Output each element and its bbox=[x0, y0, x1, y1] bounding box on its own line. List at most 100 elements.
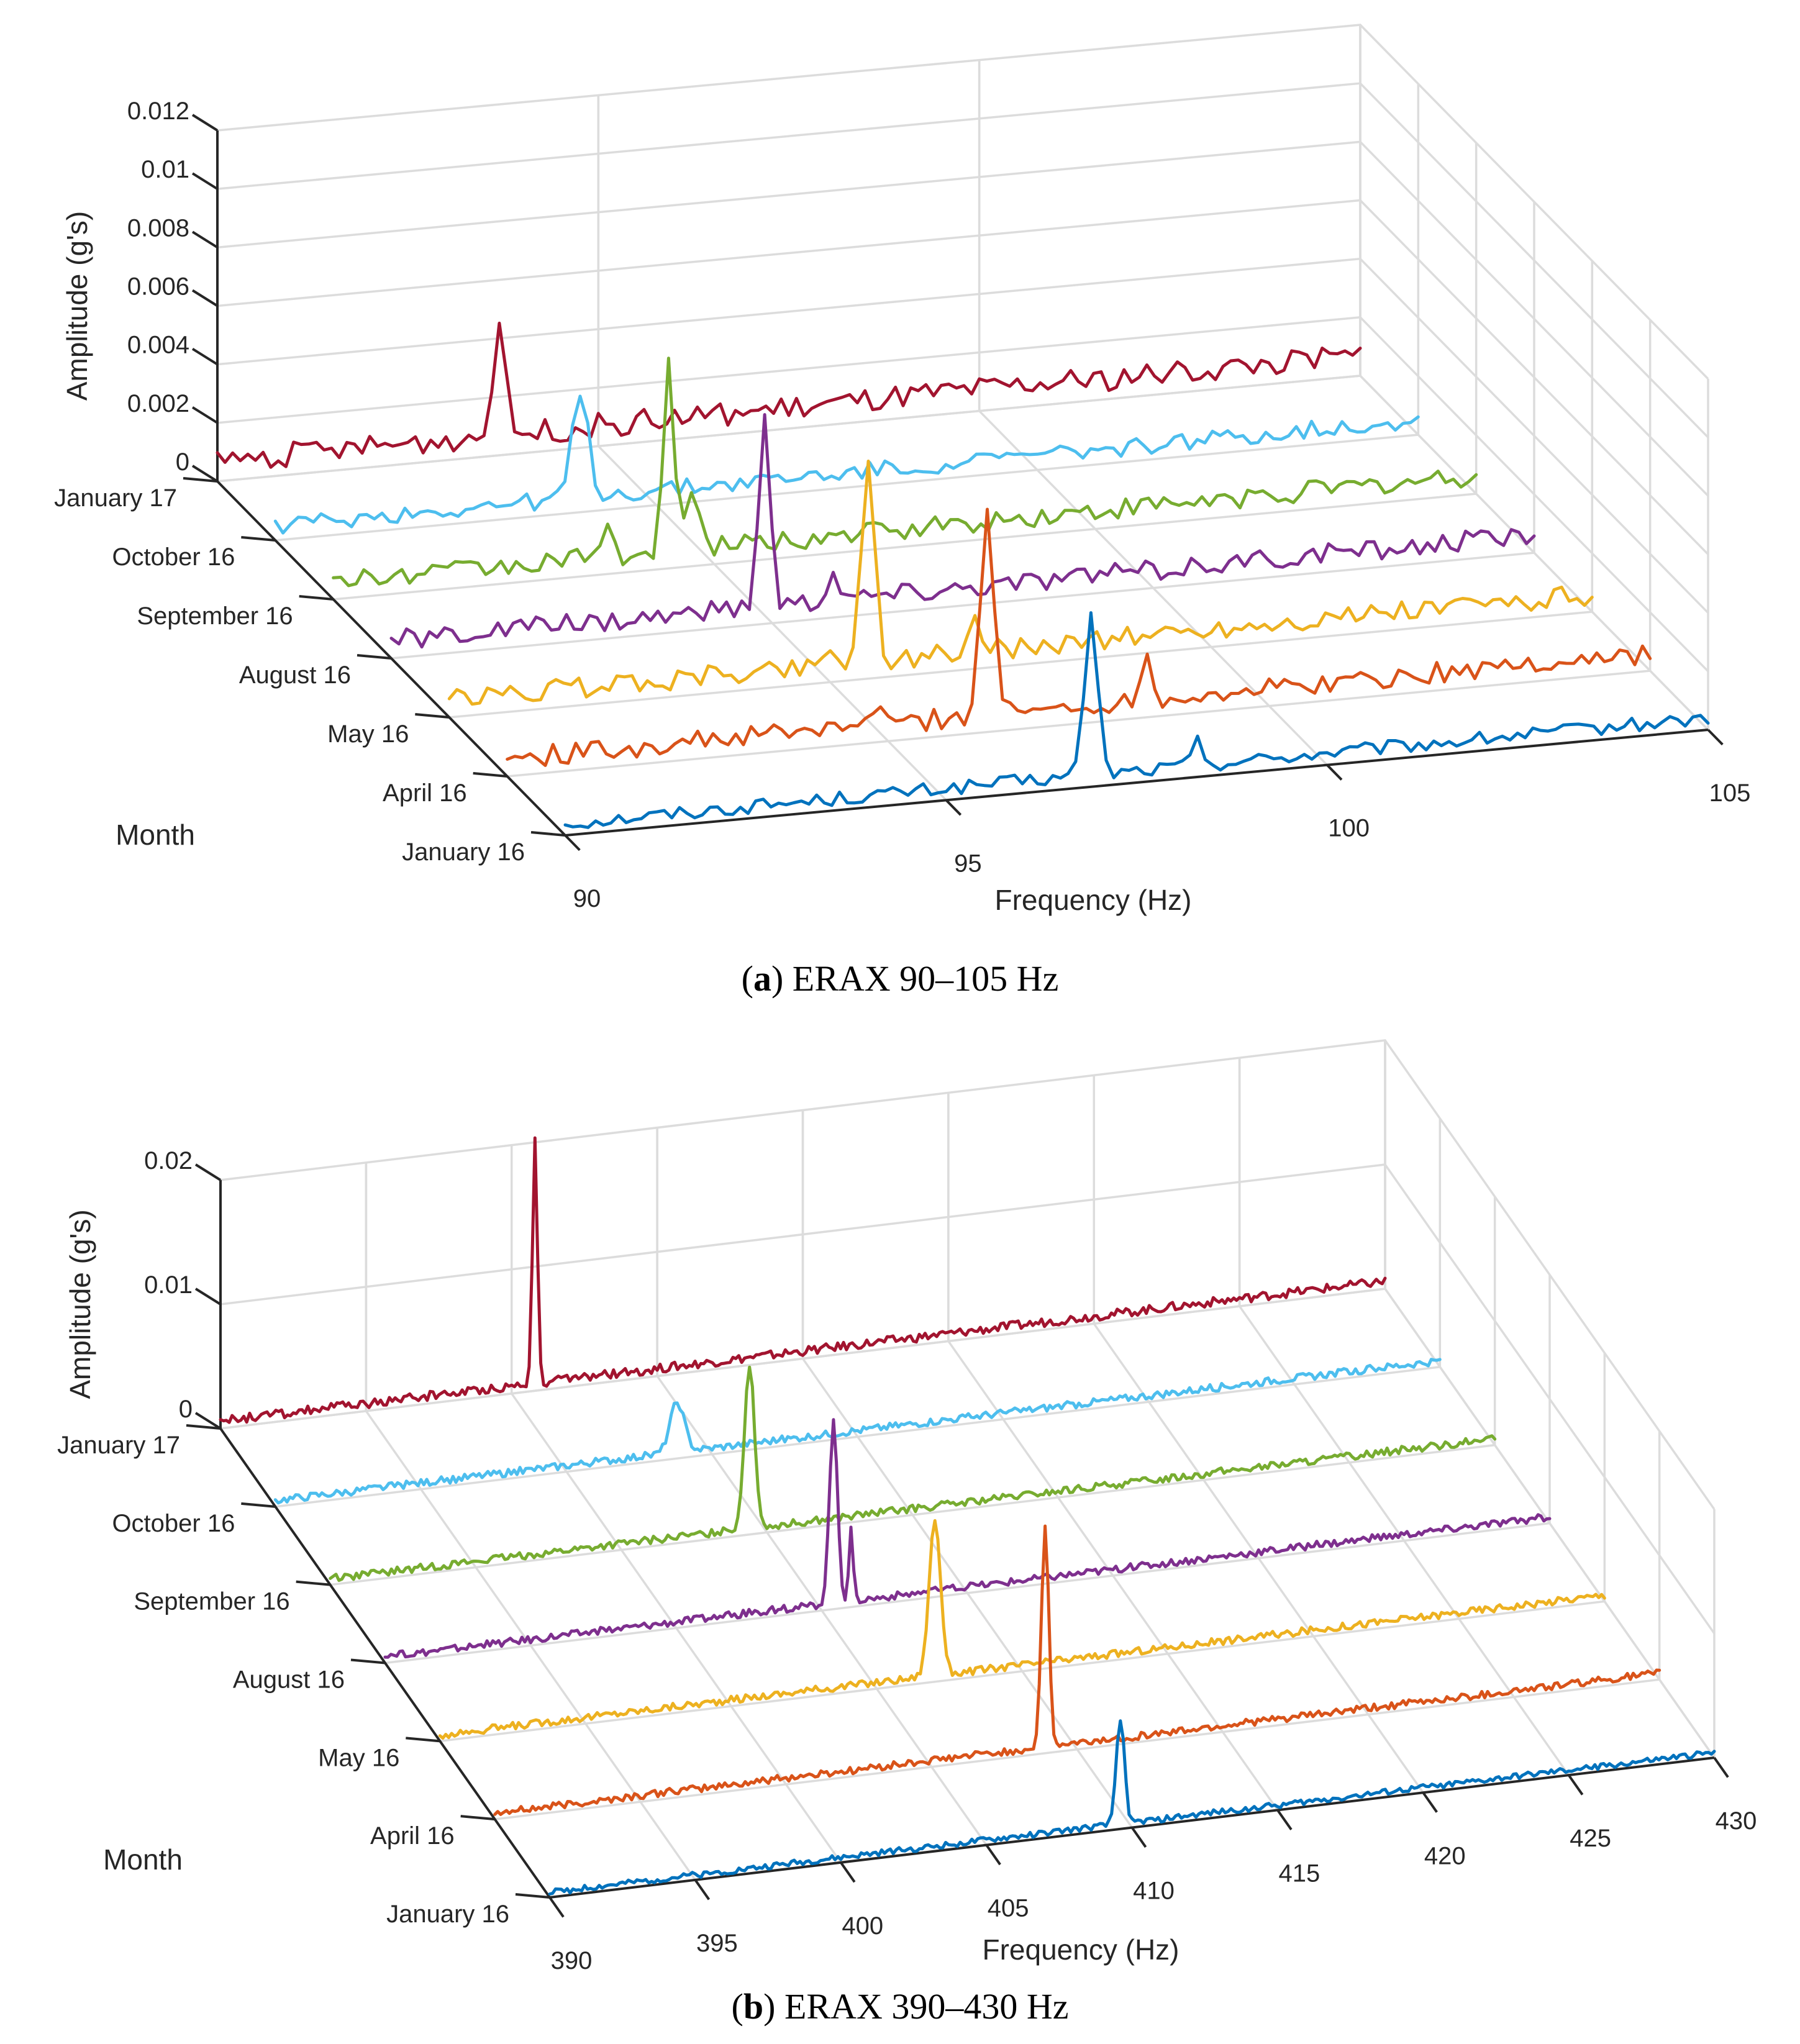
x-tick-label: 400 bbox=[842, 1912, 883, 1940]
z-tick-mark bbox=[191, 406, 219, 424]
month-tick-mark bbox=[357, 654, 392, 660]
series-line-january-17 bbox=[219, 1136, 1387, 1424]
x-tick-label: 420 bbox=[1424, 1842, 1466, 1869]
month-tick-mark bbox=[186, 1424, 221, 1430]
z-tick-mark bbox=[191, 230, 219, 249]
grid-line bbox=[947, 1092, 1279, 1811]
panel-a-chart: 90 95 100 105 January 16 April 16 May 16 August… bbox=[54, 24, 1751, 999]
x-tick-mark bbox=[564, 834, 581, 852]
series-line-october-16 bbox=[273, 1358, 1442, 1505]
x-tick-label: 100 bbox=[1328, 815, 1370, 842]
x-tick-mark bbox=[985, 1844, 1001, 1866]
x-tick-label: 410 bbox=[1133, 1878, 1175, 1905]
series-line-january-17 bbox=[216, 321, 1362, 469]
z-axis-label: Amplitude (g's) bbox=[61, 211, 93, 401]
month-tick-mark bbox=[241, 536, 276, 542]
x-tick-label: 95 bbox=[954, 850, 982, 877]
x-tick-label: 395 bbox=[696, 1930, 738, 1957]
month-tick-mark bbox=[415, 713, 450, 719]
panel-caption: (a) ERAX 90–105 Hz bbox=[742, 958, 1059, 999]
grid-line bbox=[507, 320, 1652, 778]
month-tick-label: October 16 bbox=[112, 1510, 235, 1537]
x-tick-mark bbox=[1276, 1809, 1293, 1830]
month-tick-mark bbox=[299, 595, 334, 601]
grid-line bbox=[511, 1145, 842, 1863]
x-tick-mark bbox=[1567, 1774, 1584, 1796]
y-axis-label: Month bbox=[103, 1843, 183, 1876]
month-tick-label: October 16 bbox=[112, 543, 235, 571]
series-line-april-16 bbox=[493, 1524, 1661, 1816]
month-tick-label: January 17 bbox=[57, 1432, 180, 1459]
month-tick-label: January 16 bbox=[386, 1901, 509, 1928]
month-tick-label: May 16 bbox=[327, 720, 409, 748]
z-tick-label: 0.002 bbox=[127, 390, 189, 417]
y-axis-label: Month bbox=[116, 819, 195, 851]
month-tick-mark bbox=[183, 477, 218, 483]
frequency-axis bbox=[565, 729, 1709, 837]
z-tick-mark bbox=[191, 465, 219, 483]
grid-line bbox=[1093, 1075, 1424, 1794]
z-tick-label: 0.01 bbox=[141, 156, 189, 183]
x-tick-mark bbox=[548, 1896, 565, 1918]
x-tick-mark bbox=[1422, 1792, 1438, 1813]
x-tick-mark bbox=[1713, 1756, 1729, 1778]
panel-caption: (b) ERAX 390–430 Hz bbox=[732, 1986, 1069, 2027]
series-line-may-16 bbox=[438, 1519, 1606, 1740]
z-tick-mark bbox=[191, 347, 219, 366]
panel-b-chart: 390 395 400 405 410 415 420 425 430 January 16 Apr… bbox=[57, 1039, 1757, 2027]
z-tick-label: 0.012 bbox=[127, 98, 189, 125]
month-tick-label: May 16 bbox=[318, 1744, 399, 1771]
z-tick-mark bbox=[194, 1163, 222, 1181]
x-tick-label: 425 bbox=[1570, 1825, 1611, 1852]
grid-line bbox=[1238, 1058, 1570, 1776]
series-line-april-16 bbox=[506, 507, 1652, 767]
x-axis-label: Frequency (Hz) bbox=[983, 1933, 1180, 1966]
grid-line bbox=[656, 1127, 988, 1846]
month-tick-mark bbox=[460, 1815, 495, 1821]
month-tick-mark bbox=[530, 831, 566, 837]
x-tick-mark bbox=[840, 1861, 856, 1883]
month-tick-mark bbox=[406, 1737, 440, 1743]
grid-line bbox=[449, 261, 1594, 719]
series-line-may-16 bbox=[447, 460, 1594, 706]
grid-line bbox=[219, 1180, 551, 1899]
x-tick-label: 105 bbox=[1709, 779, 1751, 807]
z-tick-label: 0.004 bbox=[127, 332, 189, 359]
x-axis-label: Frequency (Hz) bbox=[995, 884, 1192, 916]
z-tick-mark bbox=[191, 172, 219, 190]
x-tick-mark bbox=[694, 1879, 711, 1901]
z-tick-label: 0 bbox=[179, 1396, 193, 1423]
x-tick-mark bbox=[1130, 1827, 1147, 1848]
series-line-september-16 bbox=[332, 357, 1478, 588]
x-tick-mark bbox=[945, 799, 962, 816]
series-line-january-16 bbox=[548, 1719, 1716, 1896]
month-tick-mark bbox=[296, 1580, 330, 1586]
grid-line bbox=[217, 257, 1709, 614]
month-tick-mark bbox=[473, 772, 507, 778]
z-tick-mark bbox=[191, 114, 219, 132]
x-tick-label: 390 bbox=[551, 1947, 593, 1974]
x-tick-label: 405 bbox=[988, 1895, 1029, 1922]
month-tick-label: September 16 bbox=[134, 1588, 289, 1615]
grid-line bbox=[801, 1110, 1133, 1828]
z-tick-label: 0.008 bbox=[127, 214, 189, 242]
month-tick-mark bbox=[241, 1502, 276, 1508]
month-tick-label: April 16 bbox=[370, 1822, 455, 1850]
z-tick-label: 0 bbox=[176, 448, 189, 476]
z-tick-mark bbox=[194, 1288, 222, 1306]
grid-line bbox=[217, 316, 1709, 673]
month-tick-label: January 16 bbox=[402, 838, 525, 866]
series-line-august-16 bbox=[389, 413, 1536, 649]
month-tick-label: August 16 bbox=[233, 1666, 345, 1694]
month-tick-label: September 16 bbox=[137, 602, 293, 630]
month-tick-label: April 16 bbox=[383, 779, 467, 807]
series-line-january-16 bbox=[563, 611, 1710, 829]
z-tick-label: 0.02 bbox=[144, 1147, 193, 1174]
month-tick-mark bbox=[515, 1893, 550, 1899]
month-tick-mark bbox=[350, 1658, 386, 1665]
series-line-october-16 bbox=[273, 394, 1420, 535]
grid-line bbox=[220, 1163, 1716, 1635]
x-tick-mark bbox=[1707, 729, 1724, 746]
grid-line bbox=[217, 375, 1709, 731]
